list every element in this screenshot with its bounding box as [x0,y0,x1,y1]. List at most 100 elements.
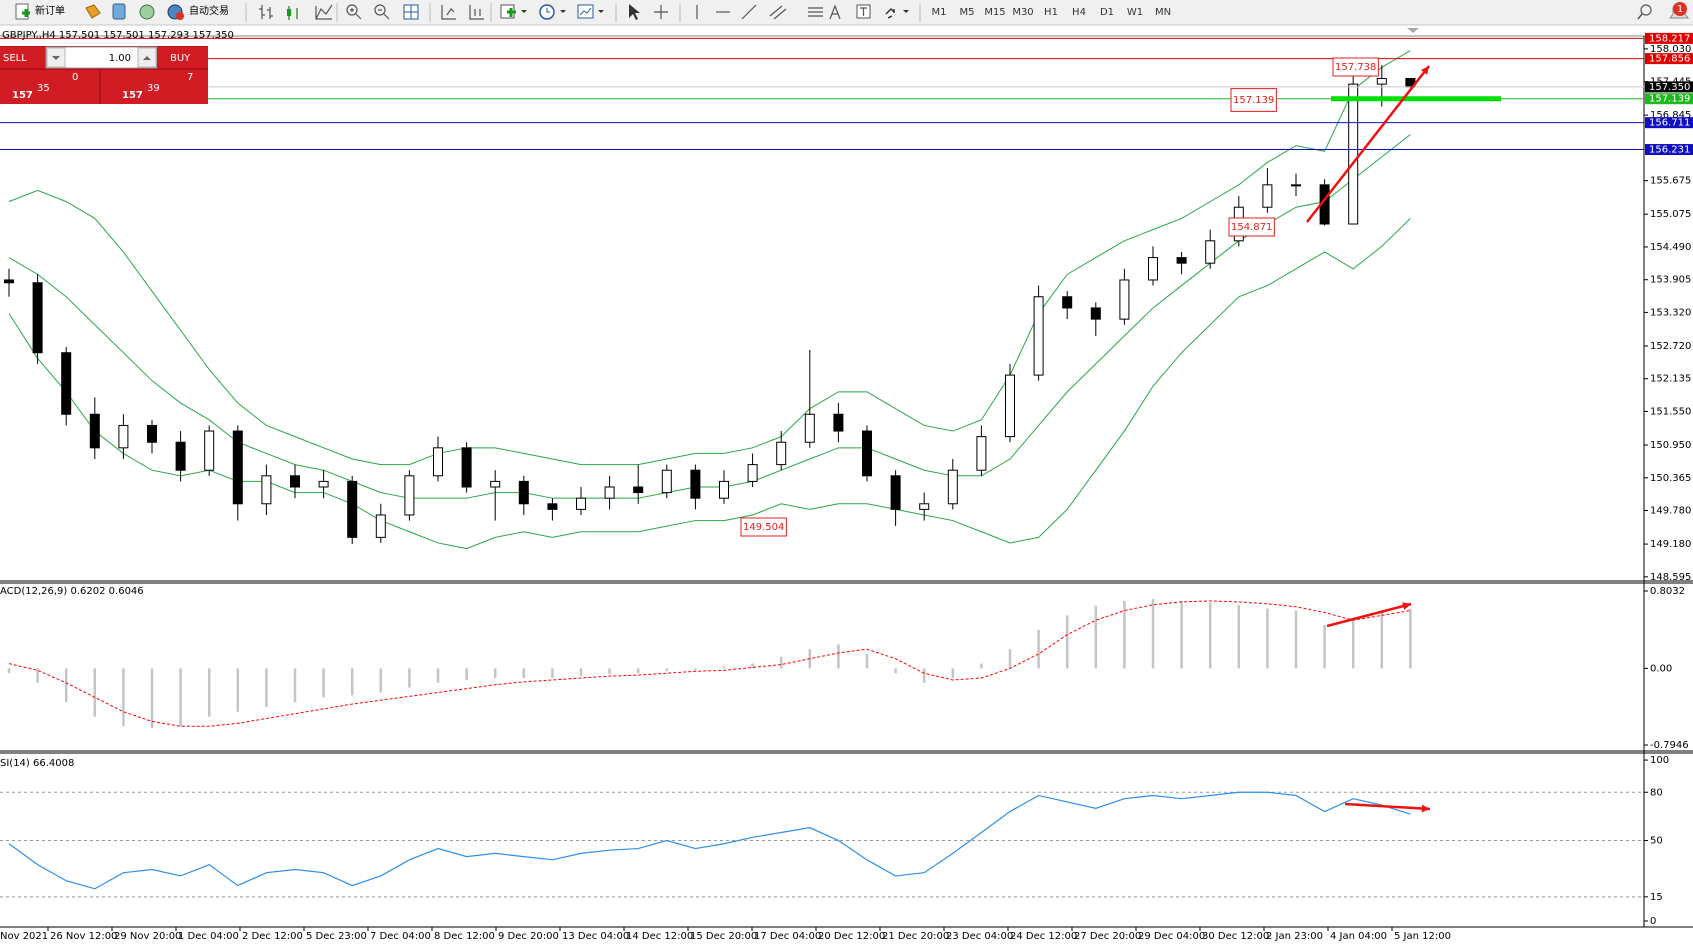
candle-body [32,282,43,354]
search-icon[interactable] [1640,4,1652,16]
candle-body [518,480,529,505]
annotation-box [740,517,787,537]
red-arrow [1306,65,1430,223]
price-main: 39 [147,83,160,94]
x-tick-label: 2 Dec 12:00 [242,931,303,942]
timeframe-button[interactable]: M5 [960,7,975,18]
candle-body [375,514,386,538]
channel-icon[interactable] [769,5,787,20]
alerts-badge [1673,2,1687,16]
red-arrow [1344,802,1431,811]
x-tick-label: 5 Dec 23:00 [306,931,367,942]
price-bg [0,70,99,104]
bar-chart-icon[interactable] [259,5,273,19]
x-tick-label: 24 Dec 12:00 [1010,931,1077,942]
text-icon[interactable] [829,4,841,20]
price-tag [1645,117,1693,129]
zoom-out-icon[interactable] [374,4,386,16]
icon[interactable] [139,4,155,20]
candle-body [862,430,872,477]
annotation-label: 157.738 [1335,62,1376,73]
timeframe-button[interactable]: H1 [1044,7,1058,18]
dropdown[interactable] [903,10,909,13]
x-tick-label: 13 Dec 04:00 [562,931,629,942]
timeframe-button[interactable]: M15 [984,7,1005,18]
ask-price[interactable]: 157 39 7 [101,70,208,104]
candle-body [719,480,729,499]
dropdown[interactable] [598,10,604,13]
candle-body [1291,184,1301,187]
candle-body [147,424,157,443]
arrow-head [1402,602,1411,610]
y-tick-label: 149.180 [1650,539,1691,550]
x-tick-label: 7 Dec 04:00 [370,931,431,942]
buy-button[interactable]: BUY [157,47,208,68]
x-tick-label: Nov 2021 [0,931,48,942]
chart-shift-marker[interactable] [1407,28,1419,33]
x-tick-label: 26 Nov 12:00 [50,931,117,942]
price-big: 157 [12,90,33,101]
auto-trade-button[interactable]: 自动交易 [167,4,229,20]
candle-body [1119,279,1130,320]
timeframe-button[interactable]: D1 [1100,7,1114,18]
timeframe-button[interactable]: H4 [1072,7,1086,18]
icon[interactable] [85,4,101,19]
x-tick-label: 30 Dec 12:00 [1202,931,1269,942]
y-tick-label: 152.720 [1650,341,1691,352]
annotation-box [1230,88,1277,112]
arrows-icon[interactable] [885,7,895,19]
icon[interactable] [112,3,126,20]
button-label: 自动交易 [189,4,229,17]
candle-body [118,424,129,449]
y-tick-label: 155.675 [1650,176,1691,187]
candle-body [1376,78,1387,85]
y-tick-label: 0.8032 [1650,586,1685,597]
y-tick-label: 152.135 [1650,374,1691,385]
dropdown[interactable] [560,10,566,13]
crosshair-icon[interactable] [654,5,668,19]
x-tick-label: 20 Dec 12:00 [818,931,885,942]
timeframe-button[interactable]: M30 [1012,7,1033,18]
arrow-head [1421,804,1430,813]
bid-price[interactable]: 157 35 0 [0,70,99,104]
cursor-icon[interactable] [629,4,640,20]
shift-icon[interactable] [469,5,484,20]
y-tick-label: 80 [1650,787,1663,798]
dropdown[interactable] [521,10,527,13]
x-tick-label: 2 Jan 23:00 [1266,931,1323,942]
candle-body [232,430,243,505]
y-tick-label: 15 [1650,892,1663,903]
price-frac: 0 [72,72,78,83]
autoscroll-icon[interactable] [441,5,456,20]
zoom-in-icon[interactable] [346,4,358,16]
price-tag [1645,93,1693,105]
line-chart-icon[interactable] [315,4,333,20]
chart-header: GBPJPY.,H4 157.501 157.501 157.293 157.3… [2,30,234,41]
trendline-icon[interactable] [741,4,757,20]
candle-body [175,441,186,471]
candle-body [1205,240,1216,264]
sell-button[interactable]: SELL [0,47,46,68]
timeframe-button[interactable]: M1 [932,7,947,18]
annotation-label: 157.139 [1233,95,1274,106]
price-bg [101,70,208,104]
candle-body [1062,296,1073,309]
fibo-icon[interactable] [808,7,823,17]
new-order-button[interactable]: 新订单 [15,3,65,20]
candle-body [261,475,272,505]
zoom-in-icon [350,8,362,20]
main-pane [0,37,1644,550]
timeframe-button[interactable]: W1 [1127,7,1143,18]
candle-body [290,475,300,488]
button-label: 新订单 [35,4,65,17]
button-label: BUY [170,53,191,64]
timeframe-button[interactable]: MN [1155,7,1171,18]
pane-frames [0,28,1693,928]
price-tag-label: 157.856 [1649,54,1690,65]
rsi-pane [0,791,1644,898]
macd-signal [8,600,1411,727]
label-icon [860,7,867,16]
